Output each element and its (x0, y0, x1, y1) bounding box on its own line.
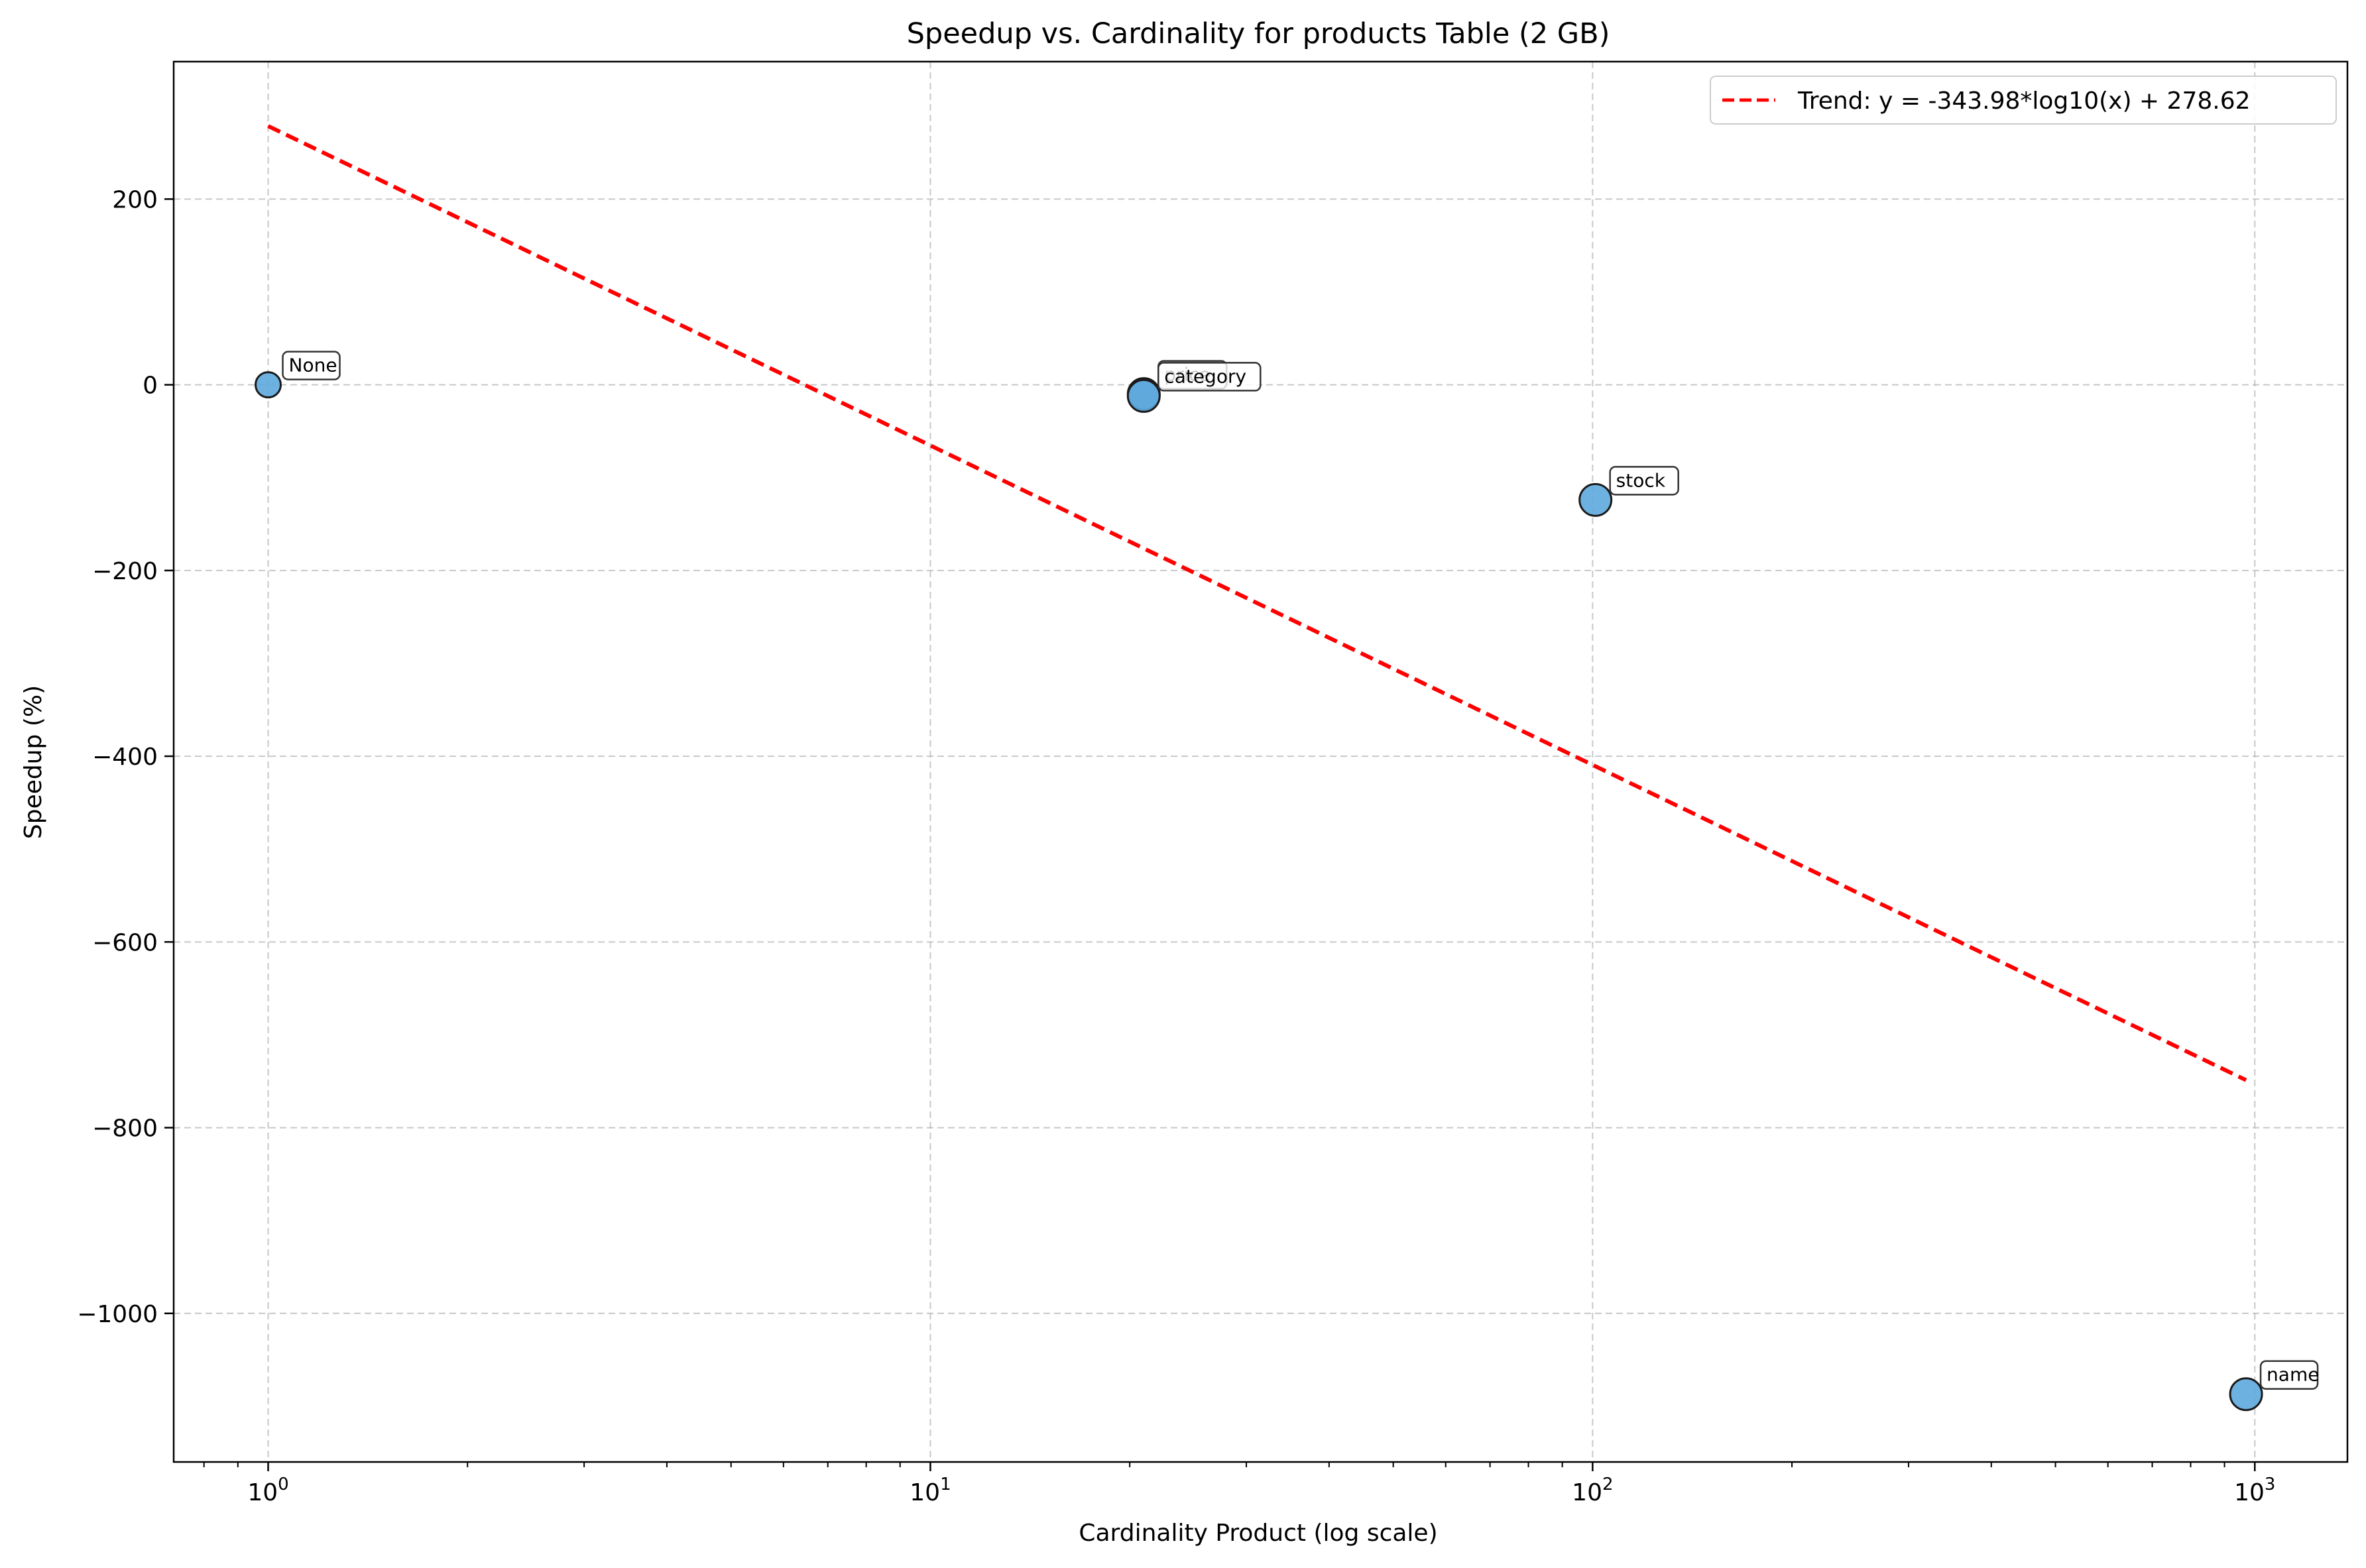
legend-trend-label: Trend: y = -343.98*log10(x) + 278.62 (1797, 87, 2251, 115)
data-point-None (255, 371, 282, 399)
y-tick-label: 200 (112, 186, 158, 213)
annotation-box-stock (1609, 466, 1679, 496)
data-point-name (2229, 1377, 2263, 1412)
plot-frame (172, 60, 2349, 1463)
legend: Trend: y = -343.98*log10(x) + 278.62 (1710, 76, 2337, 125)
ticks-layer: 100 101 102 103 200 0 −200 −400 −600 −800 −1000 (77, 186, 2275, 1506)
y-tick-label: 0 (143, 372, 158, 400)
x-axis-label: Cardinality Product (log scale) (1079, 1520, 1437, 1547)
points-layer (255, 371, 2263, 1412)
data-point-category (1126, 378, 1161, 413)
annotation-box-None (282, 351, 341, 380)
x-tick-label: 102 (1572, 1475, 1613, 1506)
data-point-stock (1578, 482, 1613, 517)
annotation-label-name: name (2267, 1364, 2319, 1386)
legend-frame (1710, 76, 2337, 125)
annotation-box-name (2259, 1360, 2319, 1390)
annotations-layer: Nonepricecategorystockname (282, 351, 2319, 1390)
annotation-label-category: category (1164, 365, 1246, 387)
y-axis-label: Speedup (%) (20, 685, 47, 839)
x-tick-label: 100 (247, 1475, 288, 1506)
y-tick-label: −400 (92, 744, 158, 771)
annotation-box-category (1157, 362, 1262, 392)
x-tick-label: 101 (910, 1475, 951, 1506)
annotation-label-stock: stock (1616, 469, 1666, 491)
y-tick-label: −1000 (77, 1301, 158, 1328)
y-tick-label: −200 (92, 558, 158, 585)
trend-line (267, 124, 2247, 1082)
annotation-label-None: None (289, 355, 337, 376)
y-tick-label: −800 (92, 1115, 158, 1143)
x-tick-label: 103 (2234, 1475, 2275, 1506)
trend-layer (267, 124, 2247, 1082)
y-tick-label: −600 (92, 929, 158, 956)
chart-title: Speedup vs. Cardinality for products Tab… (907, 17, 1610, 50)
